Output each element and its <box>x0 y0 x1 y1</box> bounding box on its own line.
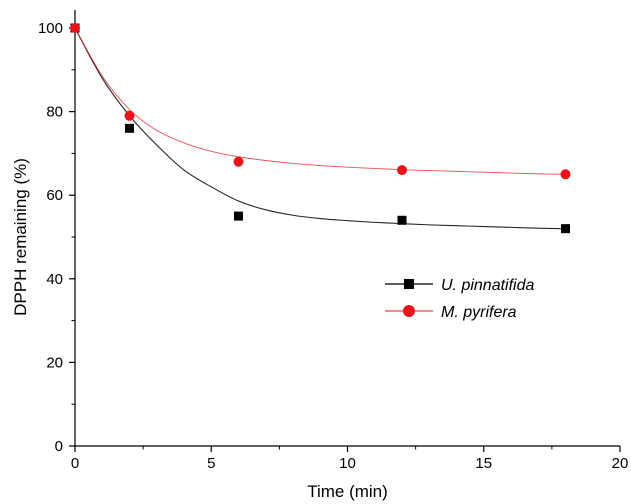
x-tick-label: 5 <box>207 455 215 472</box>
data-point-m-pyrifera <box>560 169 571 180</box>
legend-marker-u-pinnatifida <box>404 279 414 289</box>
data-point-m-pyrifera <box>397 165 407 176</box>
y-tick-label: 80 <box>46 104 63 121</box>
legend-label-m-pyrifera: M. pyrifera <box>441 304 517 321</box>
x-tick-label: 15 <box>475 455 492 472</box>
data-point-m-pyrifera <box>233 156 244 167</box>
x-tick-label: 20 <box>612 455 629 472</box>
markers-layer <box>70 23 571 234</box>
y-axis-label: DPPH remaining (%) <box>11 158 30 316</box>
x-axis-label: Time (min) <box>307 482 388 501</box>
y-tick-label: 60 <box>46 187 63 204</box>
x-tick-label: 10 <box>339 455 356 472</box>
fit-curve-u-pinnatifida <box>74 27 566 230</box>
data-point-m-pyrifera <box>124 110 135 121</box>
data-point-m-pyrifera <box>70 23 80 33</box>
data-point-u-pinnatifida <box>561 224 570 234</box>
y-tick-label: 0 <box>55 438 63 455</box>
y-tick-label: 20 <box>46 354 63 371</box>
legend-marker-m-pyrifera <box>403 305 415 317</box>
fit-curve-m-pyrifera <box>74 27 566 175</box>
x-tick-label: 0 <box>71 455 79 472</box>
legend: U. pinnatifida M. pyrifera <box>385 277 534 321</box>
fit-curves-layer <box>74 27 566 230</box>
y-tick-label: 100 <box>38 20 63 37</box>
data-point-u-pinnatifida <box>125 123 134 133</box>
y-tick-label: 40 <box>46 271 63 288</box>
data-point-u-pinnatifida <box>397 215 407 225</box>
legend-label-u-pinnatifida: U. pinnatifida <box>441 277 534 294</box>
data-point-u-pinnatifida <box>234 211 243 221</box>
ticks-layer: 0 5 10 15 20 0 20 40 60 80 100 <box>38 20 628 472</box>
